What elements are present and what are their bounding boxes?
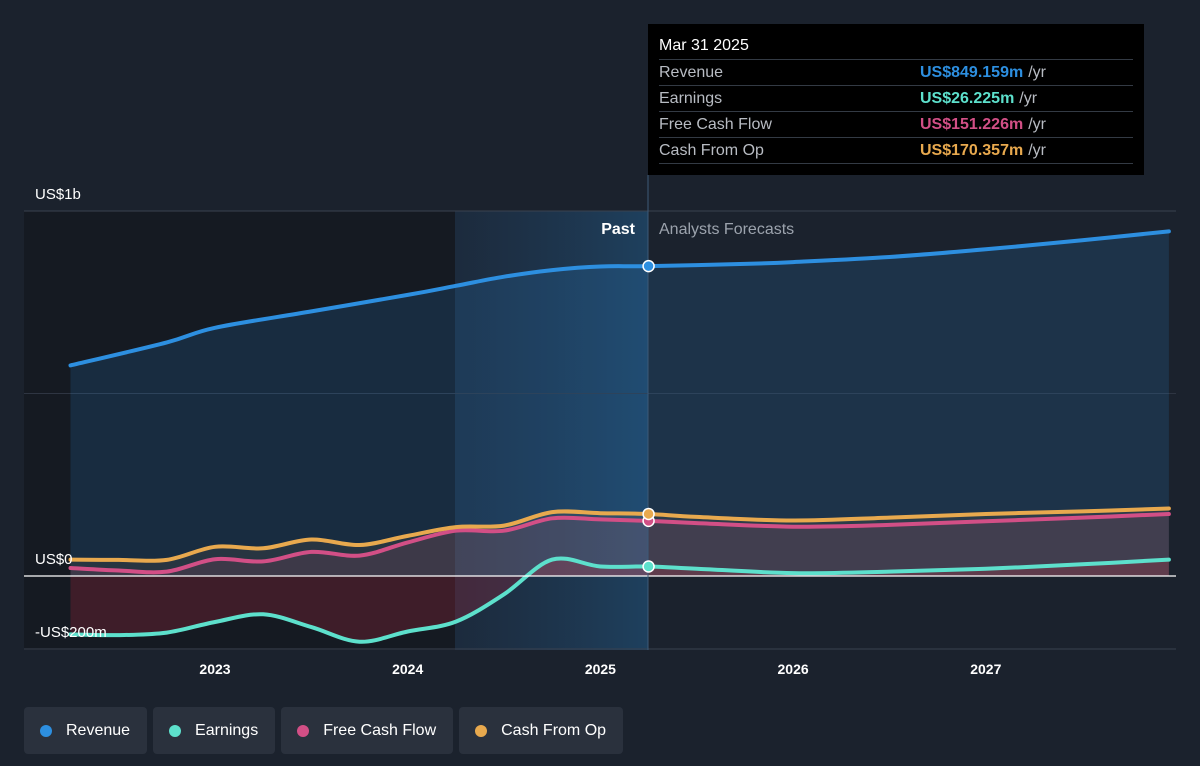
area-revenue	[70, 231, 1169, 576]
area-free-cash-flow	[70, 514, 1169, 576]
tooltip-value: US$170.357m	[920, 142, 1024, 159]
series-lines	[24, 229, 1176, 644]
legend-item-free-cash-flow[interactable]: Free Cash Flow	[281, 707, 454, 754]
axis-labels: US$1b US$0 -US$200m 2023 2024 2025 2026 2027 Pas…	[35, 186, 1002, 677]
tooltip-label: Cash From Op	[659, 142, 764, 159]
past-shade-dark	[24, 211, 455, 650]
legend-dot-icon	[40, 724, 52, 737]
y-tick-label: -US$200m	[35, 624, 107, 641]
tooltip-row-free-cash-flow: Free Cash Flow US$151.226m /yr	[659, 111, 1133, 137]
legend: Revenue Earnings Free Cash Flow Cash Fro…	[24, 707, 624, 754]
legend-label: Earnings	[195, 721, 259, 739]
dot-cash-from-op	[642, 507, 655, 521]
tooltip-unit: /yr	[1028, 64, 1046, 81]
tooltip-date: Mar 31 2025	[659, 37, 749, 54]
legend-item-earnings[interactable]: Earnings	[153, 707, 276, 754]
legend-dot-icon	[475, 724, 488, 737]
tooltip-value: US$849.159m	[920, 64, 1024, 81]
line-free-cash-flow	[68, 512, 1171, 575]
tooltip-row-earnings: Earnings US$26.225m /yr	[659, 85, 1133, 111]
grid-lines	[24, 210, 1176, 650]
x-tick-label: 2024	[392, 661, 423, 677]
series-dots	[642, 259, 655, 573]
tooltip-unit: /yr	[1019, 90, 1038, 107]
tooltip: Mar 31 2025 Revenue US$849.159m /yr Earn…	[648, 24, 1144, 175]
area-earnings	[70, 558, 1169, 642]
tooltip-row-cash-from-op: Cash From Op US$170.357m /yr	[659, 137, 1133, 164]
line-revenue	[68, 229, 1171, 368]
past-label: Past	[601, 221, 635, 238]
tooltip-label: Revenue	[659, 64, 724, 81]
forecast-label: Analysts Forecasts	[659, 221, 794, 238]
x-tick-label: 2027	[970, 661, 1001, 677]
tooltip-value: US$26.225m	[920, 90, 1015, 107]
legend-item-revenue[interactable]: Revenue	[24, 707, 148, 754]
y-tick-label: US$1b	[35, 186, 81, 203]
legend-label: Cash From Op	[501, 721, 607, 739]
legend-dot-icon	[297, 724, 310, 737]
legend-dot-icon	[169, 724, 182, 737]
y-tick-label: US$0	[35, 551, 73, 568]
legend-label: Revenue	[66, 721, 131, 739]
tooltip-label: Free Cash Flow	[659, 116, 772, 133]
legend-label: Free Cash Flow	[323, 721, 437, 739]
x-tick-label: 2023	[199, 661, 230, 677]
past-highlight-band	[455, 211, 648, 650]
dot-earnings	[642, 560, 655, 573]
line-earnings	[68, 556, 1171, 644]
tooltip-label: Earnings	[659, 90, 723, 107]
tooltip-unit: /yr	[1028, 116, 1046, 133]
legend-item-cash-from-op[interactable]: Cash From Op	[459, 707, 624, 754]
tooltip-unit: /yr	[1028, 142, 1046, 159]
dot-revenue	[642, 259, 655, 273]
line-cash-from-op	[68, 506, 1171, 563]
x-tick-label: 2025	[585, 661, 616, 677]
tooltip-value: US$151.226m	[920, 116, 1024, 133]
series-areas	[70, 231, 1169, 642]
x-tick-label: 2026	[778, 661, 809, 677]
tooltip-row-revenue: Revenue US$849.159m /yr	[659, 59, 1133, 85]
